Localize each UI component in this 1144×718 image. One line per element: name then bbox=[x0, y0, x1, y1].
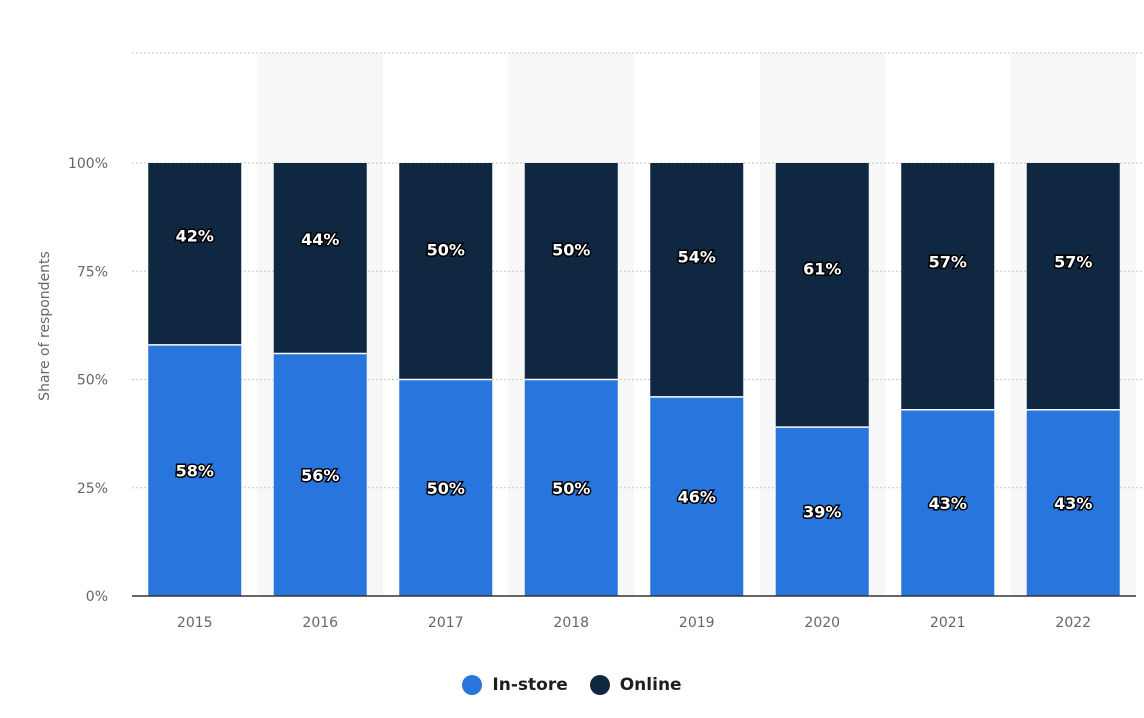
data-label: 54% bbox=[678, 248, 716, 267]
bar-online bbox=[901, 163, 995, 410]
legend-dot-online bbox=[589, 675, 610, 695]
data-label: 43% bbox=[929, 494, 967, 513]
bar-online bbox=[148, 163, 242, 345]
data-label: 57% bbox=[1054, 253, 1092, 272]
data-label: 57% bbox=[929, 253, 967, 272]
bar-online bbox=[650, 163, 744, 397]
bar-instore bbox=[524, 379, 618, 596]
y-axis-label: Share of respondents bbox=[37, 251, 53, 401]
bar-instore bbox=[901, 409, 995, 596]
data-label: 46% bbox=[678, 487, 716, 506]
data-label: 42% bbox=[176, 227, 214, 246]
y-tick-label: 100% bbox=[68, 156, 108, 172]
x-tick-label: 2022 bbox=[1055, 615, 1091, 631]
data-label: 50% bbox=[552, 241, 590, 260]
bar-instore bbox=[1026, 409, 1120, 596]
legend-dot-in-store bbox=[462, 675, 483, 695]
legend: In-store Online bbox=[0, 670, 1144, 700]
bar-instore bbox=[148, 344, 242, 596]
x-tick-label: 2017 bbox=[428, 615, 464, 631]
data-label: 39% bbox=[803, 503, 841, 522]
data-label: 43% bbox=[1054, 494, 1092, 513]
y-tick-label: 25% bbox=[77, 481, 108, 497]
x-tick-label: 2016 bbox=[302, 615, 338, 631]
bar-instore bbox=[273, 353, 367, 596]
y-tick-label: 0% bbox=[86, 589, 108, 605]
data-label: 58% bbox=[176, 461, 214, 480]
legend-item-online[interactable]: Online bbox=[589, 675, 682, 695]
x-tick-label: 2018 bbox=[553, 615, 589, 631]
bar-online bbox=[399, 163, 493, 380]
bar-online bbox=[1026, 163, 1120, 410]
bar-online bbox=[273, 163, 367, 354]
bar-online bbox=[775, 163, 869, 428]
y-tick-label: 75% bbox=[77, 264, 108, 280]
x-tick-label: 2019 bbox=[679, 615, 715, 631]
y-tick-label: 50% bbox=[77, 373, 108, 389]
x-tick-label: 2021 bbox=[930, 615, 966, 631]
data-label: 44% bbox=[301, 230, 339, 249]
data-label: 50% bbox=[552, 479, 590, 498]
data-label: 50% bbox=[427, 479, 465, 498]
bar-instore bbox=[399, 379, 493, 596]
legend-item-in-store[interactable]: In-store bbox=[462, 675, 568, 695]
data-label: 56% bbox=[301, 466, 339, 485]
legend-label-online: Online bbox=[619, 675, 682, 695]
bar-instore bbox=[775, 427, 869, 596]
data-label: 61% bbox=[803, 260, 841, 279]
data-label: 50% bbox=[427, 241, 465, 260]
legend-label-in-store: In-store bbox=[492, 675, 568, 695]
x-tick-label: 2015 bbox=[177, 615, 213, 631]
x-tick-label: 2020 bbox=[804, 615, 840, 631]
bar-online bbox=[524, 163, 618, 380]
bar-instore bbox=[650, 396, 744, 596]
